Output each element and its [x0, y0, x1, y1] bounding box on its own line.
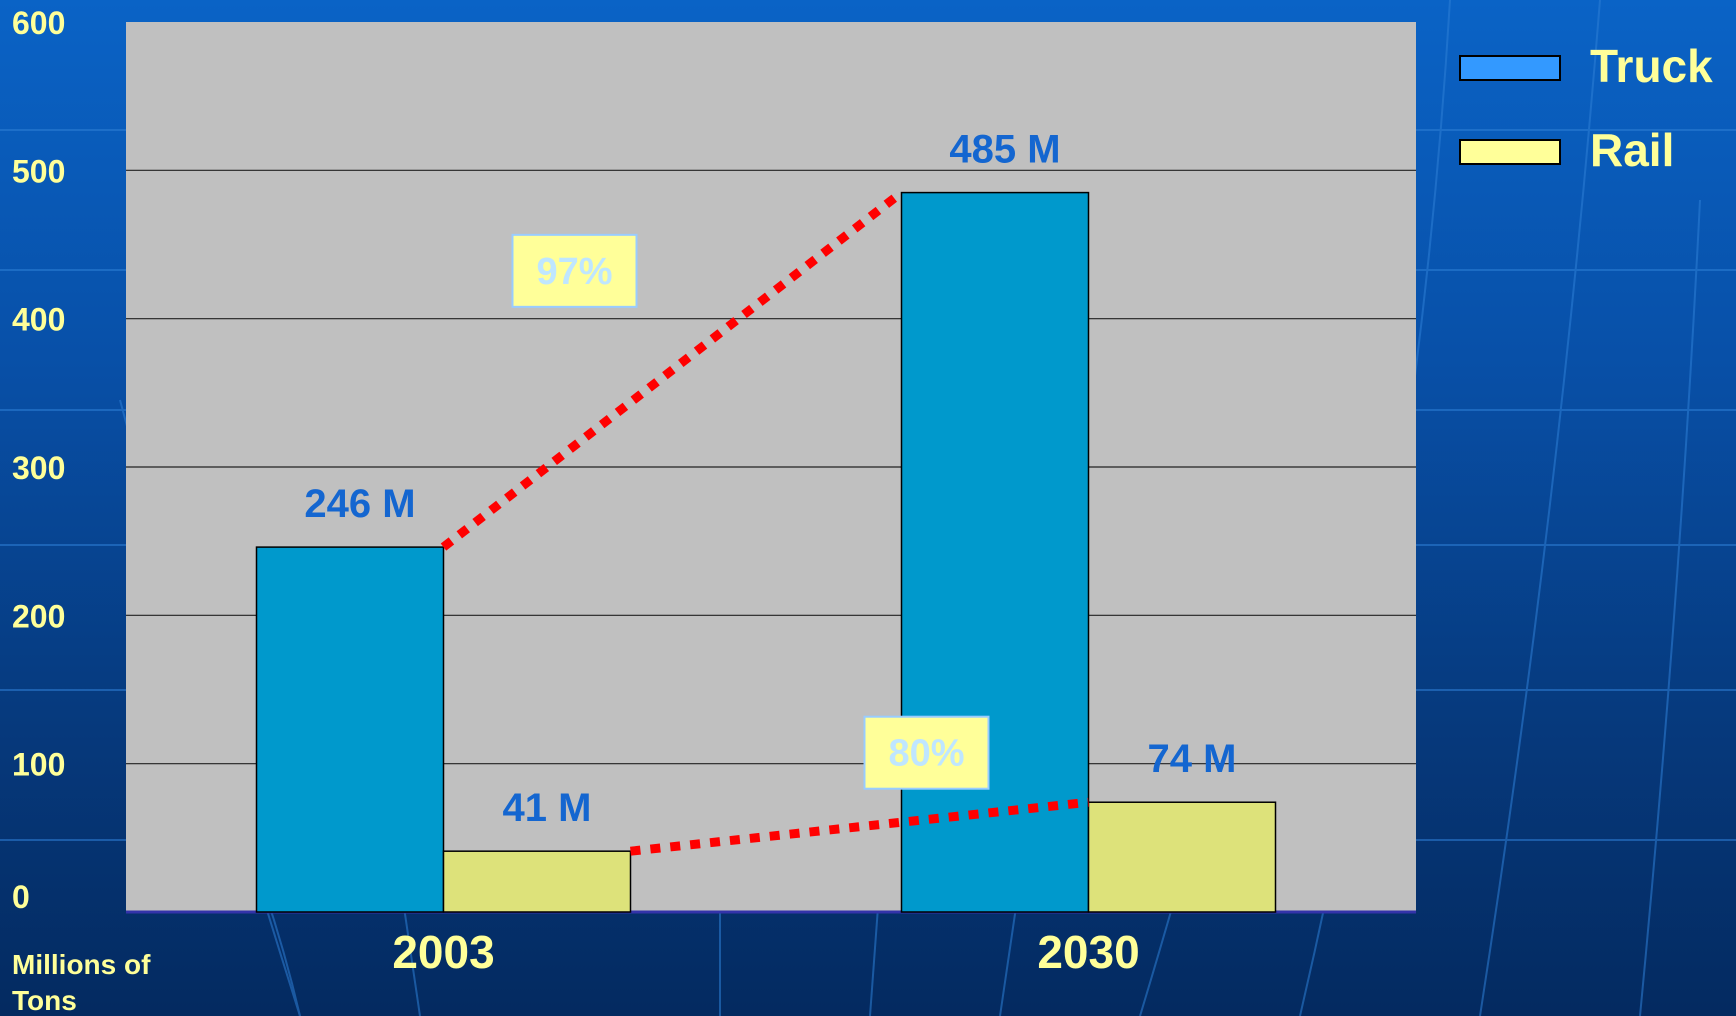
- data-label: 246 M: [304, 482, 415, 526]
- y-tick-label: 500: [12, 153, 65, 189]
- x-category-label: 2030: [1037, 926, 1139, 978]
- y-tick-label: 100: [12, 747, 65, 783]
- y-axis-unit-label: Millions of Tons: [12, 949, 151, 1016]
- connector-rail: [630, 797, 1089, 856]
- legend-label-rail: Rail: [1590, 124, 1674, 176]
- growth-connectors: [440, 189, 1089, 856]
- annotation-text: 97%: [536, 251, 612, 293]
- x-axis-categories: 2003 2030: [392, 926, 1139, 978]
- y-axis-ticks: 0 100 200 300 400 500 600: [12, 5, 65, 915]
- data-label: 74 M: [1148, 737, 1237, 781]
- y-tick-label: 400: [12, 302, 65, 338]
- annotation-text: 80%: [888, 733, 964, 775]
- legend-swatch-rail: [1459, 139, 1561, 165]
- y-tick-label: 600: [12, 5, 65, 41]
- annotation-box: [511, 233, 638, 308]
- x-category-label: 2003: [392, 926, 494, 978]
- legend: Truck Rail: [1459, 40, 1713, 176]
- bars: [255, 191, 1277, 913]
- percent-annotations: 97% 80%: [511, 233, 990, 790]
- legend-swatch-truck: [1459, 55, 1561, 81]
- bar-rail-2030: [1087, 801, 1277, 913]
- y-tick-label: 200: [12, 598, 65, 634]
- y-tick-label: 300: [12, 450, 65, 486]
- bar-truck-2030: [900, 191, 1090, 913]
- connector-truck: [440, 189, 905, 551]
- y-tick-label: 0: [12, 879, 30, 915]
- data-label: 485 M: [949, 128, 1060, 172]
- bar-rail-2003: [442, 850, 632, 913]
- legend-label-truck: Truck: [1590, 40, 1713, 92]
- data-labels: 246 M 41 M 485 M 74 M: [304, 128, 1236, 831]
- annotation-box: [863, 715, 990, 790]
- bar-truck-2003: [255, 546, 445, 913]
- data-label: 41 M: [503, 786, 592, 830]
